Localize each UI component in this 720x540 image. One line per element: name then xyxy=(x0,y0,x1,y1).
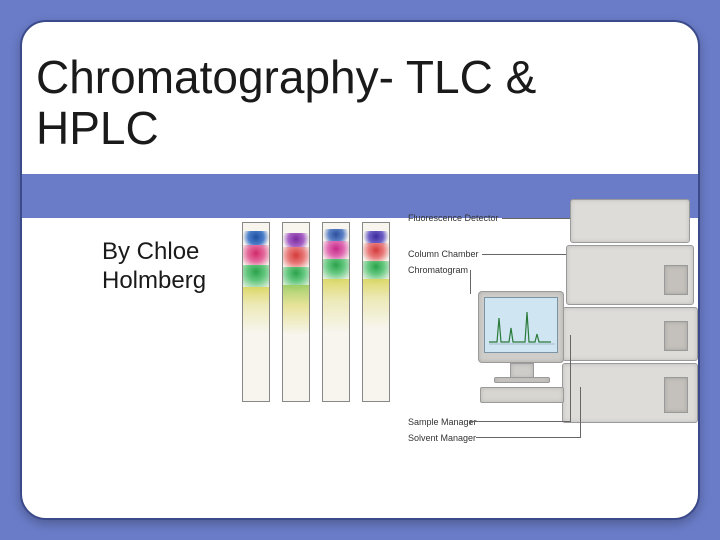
hplc-label-sample: Sample Manager xyxy=(408,417,477,427)
tlc-spot xyxy=(283,285,309,335)
tlc-strip xyxy=(322,222,350,402)
author-line2: Holmberg xyxy=(102,267,206,296)
hplc-detector-box xyxy=(570,199,690,243)
tlc-spot xyxy=(243,287,269,333)
leader-line xyxy=(470,421,570,422)
slide-title-line1: Chromatography- TLC & xyxy=(36,52,676,103)
tlc-strip xyxy=(362,222,390,402)
slide-title-line2: HPLC xyxy=(36,103,676,154)
leader-line xyxy=(570,335,571,422)
hplc-panel xyxy=(664,265,688,295)
hplc-panel xyxy=(664,321,688,351)
author-line1: By Chloe xyxy=(102,238,206,267)
hplc-label-fluor: Fluorescence Detector xyxy=(408,213,499,223)
leader-line xyxy=(502,218,570,219)
title-area: Chromatography- TLC & HPLC xyxy=(36,52,676,153)
leader-line xyxy=(476,437,580,438)
hplc-panel xyxy=(664,377,688,413)
tlc-strip xyxy=(242,222,270,402)
tlc-spot xyxy=(323,279,349,333)
leader-line xyxy=(482,254,566,255)
leader-line xyxy=(580,387,581,438)
author-area: By Chloe Holmberg xyxy=(102,238,206,296)
leader-line xyxy=(470,270,471,294)
chromatogram-icon xyxy=(485,298,559,354)
slide-card: Chromatography- TLC & HPLC By Chloe Holm… xyxy=(20,20,700,520)
hplc-monitor-screen xyxy=(484,297,558,353)
hplc-image: Fluorescence Detector Column Chamber Chr… xyxy=(410,187,700,457)
hplc-monitor-base xyxy=(494,377,550,383)
hplc-label-solvent: Solvent Manager xyxy=(408,433,476,443)
tlc-strip xyxy=(282,222,310,402)
tlc-spot xyxy=(363,279,389,329)
hplc-label-chrom: Chromatogram xyxy=(408,265,468,275)
tlc-image xyxy=(236,222,396,412)
hplc-label-column: Column Chamber xyxy=(408,249,479,259)
hplc-keyboard xyxy=(480,387,564,403)
